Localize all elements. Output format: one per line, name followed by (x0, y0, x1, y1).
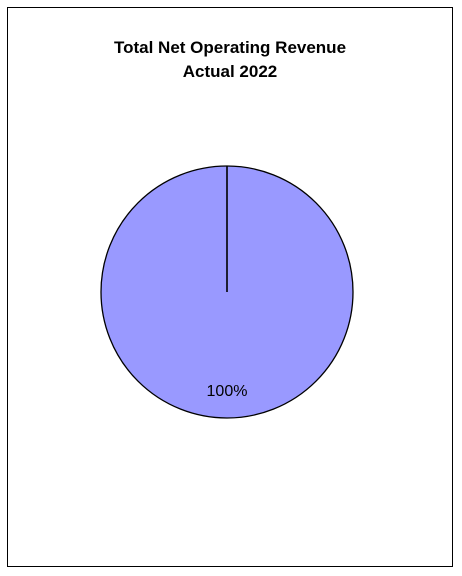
chart-title-line-1: Total Net Operating Revenue (113, 38, 347, 57)
pie-slice-label-0: 100% (207, 383, 248, 400)
pie-chart: 100% (100, 165, 354, 419)
chart-title-line-2: Actual 2022 (182, 62, 278, 81)
chart-frame: Total Net Operating Revenue Actual 2022 … (7, 7, 453, 567)
chart-title: Total Net Operating Revenue Actual 2022 (8, 36, 452, 84)
